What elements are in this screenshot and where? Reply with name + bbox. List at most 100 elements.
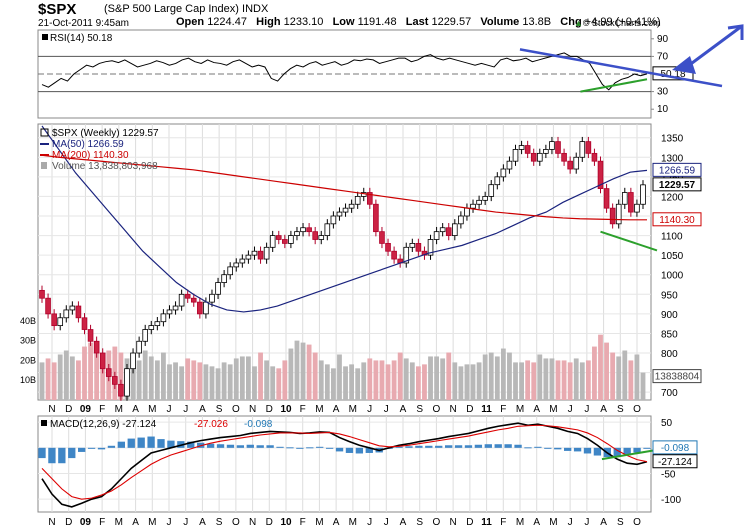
open-label: Open bbox=[176, 16, 205, 28]
macd-tick-label: -100 bbox=[661, 495, 681, 506]
candle-body bbox=[57, 317, 64, 327]
ma50-line bbox=[41, 125, 648, 313]
volume-bar bbox=[154, 360, 160, 400]
candle-body bbox=[75, 305, 82, 319]
macd-panel-frame bbox=[37, 415, 652, 513]
candle-body bbox=[476, 199, 482, 205]
price-candle bbox=[39, 285, 45, 303]
price-tick-label: 700 bbox=[661, 388, 678, 399]
candle-body bbox=[433, 231, 440, 240]
macd-x-tick-label: N bbox=[48, 517, 55, 528]
candle-body bbox=[452, 223, 458, 236]
price-candle bbox=[263, 242, 270, 264]
macd-histogram-bar bbox=[415, 445, 423, 448]
volume-bar bbox=[197, 362, 203, 400]
volume-bar bbox=[179, 366, 185, 400]
macd-histogram-bar bbox=[78, 447, 86, 452]
volume-bar bbox=[409, 362, 415, 400]
price-candle bbox=[160, 309, 167, 327]
volume-bar bbox=[294, 340, 300, 400]
volume-bar bbox=[233, 358, 239, 400]
price-tick-label: 1100 bbox=[661, 232, 683, 243]
candle-body bbox=[166, 309, 173, 315]
candle-body bbox=[445, 227, 452, 236]
macd-histogram-bar bbox=[395, 446, 403, 448]
macd-histogram-bar bbox=[187, 441, 195, 448]
price-candle bbox=[251, 246, 258, 260]
price-candle bbox=[609, 203, 616, 229]
volume-bar bbox=[525, 360, 531, 400]
volume-bar bbox=[373, 360, 379, 400]
price-x-tick-label: M bbox=[315, 404, 323, 415]
candle-body bbox=[415, 243, 422, 252]
price-candle bbox=[330, 211, 337, 229]
candle-body bbox=[118, 383, 124, 397]
price-candle bbox=[567, 156, 573, 174]
price-candle bbox=[379, 226, 385, 249]
volume-bar bbox=[385, 364, 391, 400]
volume-bar bbox=[555, 360, 561, 400]
macd-histogram-bar bbox=[355, 447, 364, 454]
candle-body bbox=[470, 203, 476, 209]
price-x-tick-label: M bbox=[516, 404, 524, 415]
macd-histogram-bar bbox=[97, 447, 106, 450]
price-tick-label: 1050 bbox=[661, 251, 684, 262]
price-x-tick-label: J bbox=[183, 404, 188, 415]
rsi-tick-label: 70 bbox=[657, 51, 669, 62]
macd-histogram-bar bbox=[573, 447, 582, 452]
macd-histogram-bar bbox=[613, 447, 621, 457]
price-candle bbox=[172, 301, 179, 315]
volume-bar bbox=[507, 352, 512, 400]
price-value-badge bbox=[652, 162, 702, 177]
macd-x-tick-label: M bbox=[549, 517, 557, 528]
volume-bar bbox=[604, 342, 609, 400]
price-candle bbox=[367, 187, 373, 209]
volume-bar bbox=[343, 366, 348, 400]
macd-legend-signal: -27.026 bbox=[194, 419, 228, 430]
candle-body bbox=[282, 239, 288, 244]
candle-body bbox=[500, 168, 507, 178]
volume-bar bbox=[573, 358, 579, 400]
price-candle bbox=[282, 234, 288, 249]
candle-body bbox=[105, 368, 112, 377]
macd-histogram-bar bbox=[206, 443, 215, 448]
macd-histogram-bar bbox=[494, 444, 502, 448]
volume-bar bbox=[161, 352, 166, 400]
macd-x-tick-label: D bbox=[466, 517, 473, 528]
macd-histogram-bar bbox=[68, 447, 76, 459]
volume-bar bbox=[579, 362, 585, 400]
volume-bar bbox=[634, 354, 640, 400]
credit: ▲© StockCharts.com bbox=[574, 18, 661, 28]
price-candle bbox=[45, 293, 51, 319]
price-legend-item: Volume 13,838,803,968 bbox=[52, 161, 158, 172]
volume-tick-label: 10B bbox=[20, 375, 36, 385]
macd-x-tick-label: A bbox=[199, 517, 206, 528]
price-candle bbox=[621, 187, 628, 209]
price-candle bbox=[178, 289, 185, 311]
candle-body bbox=[555, 141, 561, 154]
candle-body bbox=[391, 250, 397, 260]
macd-legend-swatch bbox=[41, 420, 47, 426]
candle-body bbox=[239, 258, 246, 264]
macd-histogram-bar bbox=[534, 446, 542, 448]
volume-bar bbox=[239, 356, 245, 400]
macd-histogram-bar bbox=[504, 444, 512, 448]
candle-body bbox=[148, 325, 155, 330]
volume-bar bbox=[76, 360, 81, 400]
rsi-tick-label: 30 bbox=[657, 87, 669, 98]
candle-body bbox=[245, 254, 252, 260]
price-candle bbox=[536, 148, 543, 166]
volume-bar bbox=[252, 366, 257, 400]
macd-histogram-bar bbox=[137, 437, 145, 448]
price-x-tick-label: O bbox=[433, 404, 441, 415]
volume-bar bbox=[45, 358, 51, 400]
macd-histogram-bar bbox=[117, 441, 126, 448]
candle-body bbox=[567, 160, 573, 170]
candle-body bbox=[494, 176, 501, 186]
volume-bar bbox=[446, 352, 452, 400]
candle-body bbox=[275, 235, 282, 240]
price-x-tick-label: D bbox=[65, 404, 72, 415]
price-x-tick-label: N bbox=[249, 404, 256, 415]
macd-x-tick-label: S bbox=[216, 517, 223, 528]
price-candle bbox=[312, 226, 318, 245]
